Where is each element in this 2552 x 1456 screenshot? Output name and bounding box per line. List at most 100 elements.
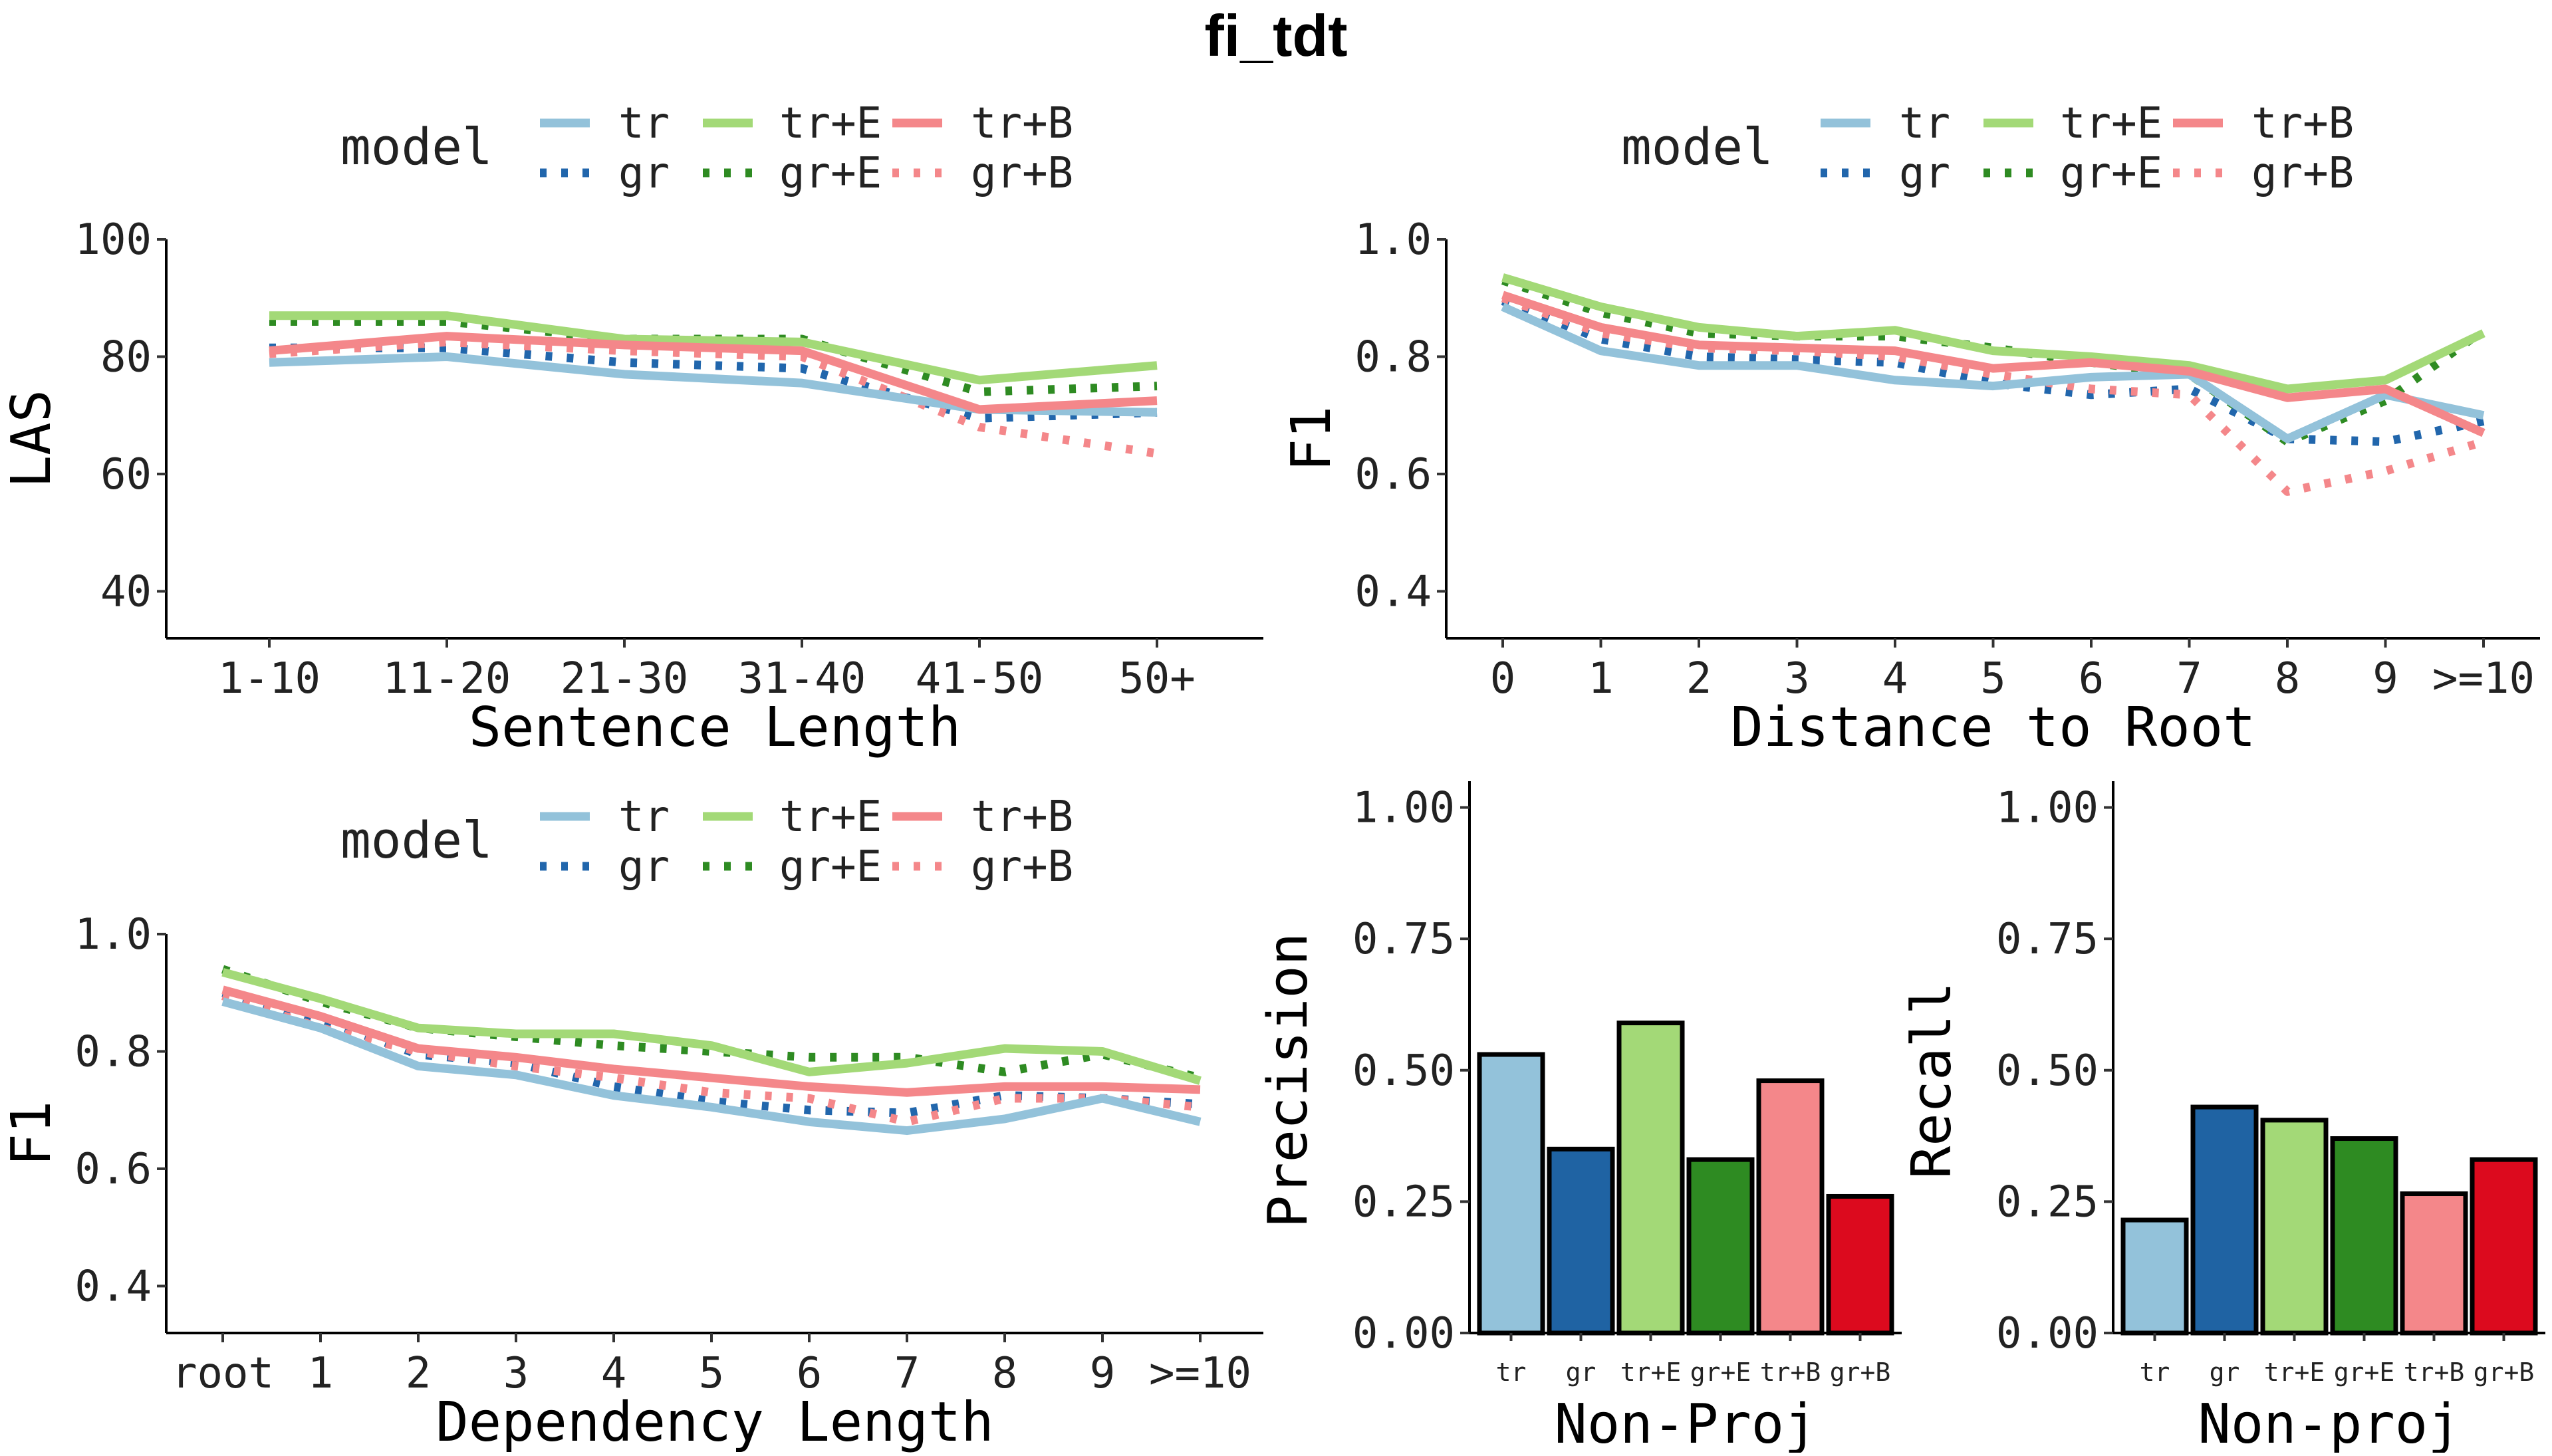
series-line-trplusE (221, 968, 1202, 1085)
x-tick-label: 5 (1980, 654, 2006, 703)
bar-trplusB (2400, 1191, 2468, 1336)
y-tick-label: 100 (74, 215, 152, 265)
x-tick-label: 1 (308, 1349, 334, 1398)
legend-label-grplusB: gr+B (2251, 149, 2354, 198)
x-tick-label: tr+E (1620, 1358, 1682, 1387)
x-axis-title: Dependency Length (436, 1391, 993, 1453)
legend-label-grplusE: gr+E (779, 842, 882, 892)
x-tick-label: gr+E (2334, 1358, 2395, 1387)
y-tick-label: 0.50 (1352, 1046, 1455, 1096)
legend-label-grplusE: gr+E (2060, 149, 2162, 198)
y-tick-label: 0.25 (1996, 1177, 2099, 1227)
x-tick-label: 8 (2275, 654, 2301, 703)
y-tick-label: 0.50 (1996, 1046, 2099, 1096)
y-tick-label: 0.75 (1996, 915, 2099, 964)
bar-trplusE (1616, 1021, 1685, 1336)
chart-nonproj_recall: 0.00 0.25 0.50 0.75 1.00 tr gr tr+E gr+E tr+B gr+B… (1900, 781, 2545, 1456)
x-axis-title: Non-Proj (1555, 1393, 1817, 1453)
legend-title: model (1621, 117, 1773, 176)
x-tick-label: tr (1496, 1358, 1527, 1387)
bar-grplusB (2470, 1157, 2538, 1336)
legend-label-trplusE: tr+E (2060, 99, 2162, 148)
legend-label-tr: tr (1899, 99, 1950, 148)
legend-label-trplusB: tr+B (971, 792, 1073, 842)
x-tick-label: 41-50 (916, 654, 1044, 703)
x-tick-label: tr (2140, 1358, 2170, 1387)
legend-title: model (340, 810, 493, 870)
x-tick-label: 6 (2079, 654, 2105, 703)
x-tick-label: 31-40 (738, 654, 866, 703)
y-tick-label: 1.00 (1996, 784, 2099, 833)
x-tick-label: gr+E (1690, 1358, 1751, 1387)
y-axis-title: F1 (0, 1101, 63, 1167)
legend-label-tr: tr (618, 792, 670, 842)
series-line-grplusB (221, 991, 1201, 1126)
y-tick-label: 0.75 (1352, 915, 1455, 964)
chart-sentence_length: 40 60 80 100 1-10 11-20 21-30 31-40 41-50 50+ Sent… (0, 215, 1263, 759)
y-tick-label: 1.00 (1352, 784, 1455, 833)
bar-gr (2190, 1104, 2259, 1336)
legend-label-grplusE: gr+E (779, 149, 882, 198)
y-tick-label: 0.8 (1354, 332, 1432, 382)
x-axis-title: Distance to Root (1731, 696, 2256, 759)
x-tick-label: tr+B (1760, 1358, 1821, 1387)
x-tick-label: 7 (894, 1349, 920, 1398)
legend-label-grplusB: gr+B (971, 842, 1073, 892)
series-line-gr (1501, 297, 2485, 446)
chart-dependency_length: 0.4 0.6 0.8 1.0 root 1 2 3 4 5 6 7 8 9 >=10 Dependency … (0, 910, 1263, 1454)
y-tick-label: 0.25 (1352, 1177, 1455, 1227)
x-tick-label: 6 (797, 1349, 823, 1398)
y-tick-label: 1.0 (74, 910, 152, 959)
x-tick-label: >=10 (2432, 654, 2535, 703)
series-line-trplusE (1501, 273, 2486, 394)
legend-title: model (340, 117, 493, 176)
bar-tr (2120, 1217, 2189, 1336)
series-line-trplusE (269, 311, 1158, 385)
chart-distance_to_root: 0.4 0.6 0.8 1.0 0 1 2 3 4 5 6 7 8 9 >=10 Distance to Ro… (1280, 215, 2540, 759)
legend-label-tr: tr (618, 99, 670, 148)
y-axis-title: Recall (1900, 982, 1964, 1179)
y-tick-label: 0.00 (1352, 1309, 1455, 1358)
x-axis-title: Sentence Length (469, 696, 961, 759)
x-tick-label: >=10 (1149, 1349, 1251, 1398)
series-line-trplusB (1501, 291, 2486, 437)
x-tick-label: 2 (406, 1349, 432, 1398)
series-line-trplusB (269, 332, 1158, 414)
x-tick-label: 21-30 (561, 654, 689, 703)
x-tick-label: 4 (1882, 654, 1908, 703)
bar-grplusE (1686, 1157, 1755, 1336)
bar-tr (1477, 1052, 1545, 1336)
x-tick-label: gr (2210, 1358, 2240, 1387)
y-tick-label: 0.8 (74, 1027, 152, 1076)
y-tick-label: 1.0 (1354, 215, 1432, 265)
legend-label-gr: gr (618, 149, 670, 198)
legend-label-trplusB: tr+B (2251, 99, 2354, 148)
y-tick-label: 0.4 (74, 1262, 152, 1311)
x-tick-label: 2 (1686, 654, 1712, 703)
y-axis-title: LAS (0, 390, 63, 488)
x-tick-label: 5 (699, 1349, 725, 1398)
y-axis-title: F1 (1280, 406, 1343, 472)
series-line-grplusE (269, 317, 1158, 396)
bar-grplusE (2330, 1136, 2398, 1336)
x-tick-label: gr+B (2474, 1358, 2535, 1387)
figure-title: fi_tdt (1204, 3, 1347, 68)
y-tick-label: 0.4 (1354, 567, 1432, 616)
legend-label-trplusB: tr+B (971, 99, 1073, 148)
series-line-tr (1501, 303, 2485, 443)
y-tick-label: 60 (100, 450, 152, 499)
x-tick-label: 50+ (1118, 654, 1196, 703)
legend-label-grplusB: gr+B (971, 149, 1073, 198)
x-tick-label: 4 (601, 1349, 627, 1398)
legend-label-trplusE: tr+E (779, 99, 882, 148)
y-tick-label: 40 (100, 567, 152, 616)
y-tick-label: 80 (100, 332, 152, 382)
chart-nonproj_precision: 0.00 0.25 0.50 0.75 1.00 tr gr tr+E gr+E tr+B gr+B… (1257, 781, 1902, 1456)
bar-trplusE (2260, 1118, 2329, 1336)
x-tick-label: 7 (2176, 654, 2202, 703)
